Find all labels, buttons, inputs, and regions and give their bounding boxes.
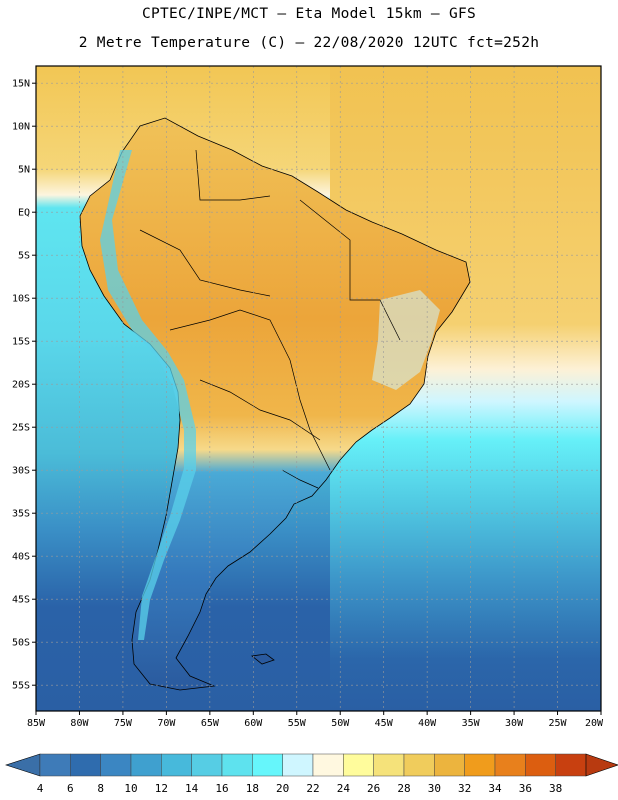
- colorbar-swatch: [161, 753, 192, 777]
- colorbar-label: 16: [215, 782, 228, 795]
- title-line-1: CPTEC/INPE/MCT – Eta Model 15km – GFS: [141, 6, 477, 22]
- lat-tick-label: 55S: [12, 681, 30, 692]
- lon-tick-label: 20W: [585, 718, 604, 729]
- lat-tick-label: 30S: [12, 466, 30, 477]
- colorbar-swatch: [130, 753, 162, 777]
- colorbar-swatch: [464, 753, 496, 777]
- colorbar-label: 14: [185, 782, 199, 795]
- lon-tick-label: 30W: [505, 718, 524, 729]
- colorbar-label: 30: [428, 782, 441, 795]
- lat-tick-label: 15N: [12, 79, 30, 90]
- temperature-map: 15N 10N 5N EQ 5S 10S 15S 20S 25S 30S 35S 40S 45S 50S 5…: [12, 65, 604, 729]
- colorbar-label: 36: [519, 782, 532, 795]
- lat-tick-label: 25S: [12, 423, 30, 434]
- colorbar-swatch: [555, 753, 587, 777]
- colorbar-label: 32: [458, 782, 471, 795]
- colorbar-label: 10: [124, 782, 137, 795]
- lat-tick-label: 10N: [12, 122, 30, 133]
- colorbar-label: 18: [246, 782, 259, 795]
- colorbar-label: 34: [488, 782, 502, 795]
- colorbar-label: 6: [67, 782, 74, 795]
- colorbar-swatch: [191, 753, 223, 777]
- lon-tick-label: 45W: [375, 718, 394, 729]
- lon-tick-label: 25W: [549, 718, 568, 729]
- colorbar-swatch: [221, 753, 253, 777]
- lat-tick-label: 5S: [18, 251, 30, 262]
- lon-tick-label: 65W: [201, 718, 220, 729]
- latitude-axis: 15N 10N 5N EQ 5S 10S 15S 20S 25S 30S 35S 40S 45S 50S 5…: [12, 79, 36, 692]
- lat-tick-label: 35S: [12, 509, 30, 520]
- longitude-axis: 85W 80W 75W 70W 65W 60W 55W 50W 45W 40W 35W 30W 25W 2…: [27, 711, 604, 729]
- brazil-highlands-cool: [372, 290, 440, 390]
- lat-tick-label: 40S: [12, 552, 30, 563]
- lat-tick-label: 50S: [12, 638, 30, 649]
- graticule: [35, 66, 602, 711]
- colorbar-swatch: [39, 753, 71, 777]
- south-america-land: [79, 117, 471, 691]
- colorbar-high-arrow: [585, 753, 618, 777]
- lat-tick-label: 15S: [12, 337, 30, 348]
- colorbar: 4 6 8 10 12 14 16 18 20 22 24 26 28 30 32 34 36 38: [5, 753, 618, 795]
- colorbar-swatch: [434, 753, 465, 777]
- country-borders: [139, 149, 401, 489]
- lon-tick-label: 35W: [462, 718, 481, 729]
- colorbar-label: 38: [549, 782, 562, 795]
- lon-tick-label: 85W: [27, 718, 46, 729]
- lon-tick-label: 80W: [70, 718, 89, 729]
- lon-tick-label: 70W: [157, 718, 176, 729]
- colorbar-swatch: [403, 753, 435, 777]
- colorbar-swatch: [282, 753, 314, 777]
- lon-tick-label: 40W: [418, 718, 437, 729]
- colorbar-label: 12: [155, 782, 168, 795]
- colorbar-label: 20: [276, 782, 289, 795]
- falkland-islands: [251, 653, 275, 665]
- colorbar-swatch: [252, 753, 283, 777]
- colorbar-label: 22: [306, 782, 319, 795]
- lat-tick-label: 5N: [18, 165, 30, 176]
- colorbar-swatch: [525, 753, 556, 777]
- colorbar-swatch: [343, 753, 374, 777]
- colorbar-label: 26: [367, 782, 380, 795]
- colorbar-swatch: [70, 753, 101, 777]
- colorbar-label: 24: [337, 782, 351, 795]
- colorbar-label: 8: [97, 782, 104, 795]
- lon-tick-label: 50W: [331, 718, 350, 729]
- lat-tick-label: 45S: [12, 595, 30, 606]
- colorbar-label: 28: [397, 782, 410, 795]
- colorbar-swatch: [100, 753, 132, 777]
- plot-frame: [35, 65, 602, 712]
- andes-cold-strip: [100, 150, 196, 640]
- lon-tick-label: 60W: [244, 718, 263, 729]
- lat-tick-label: EQ: [18, 208, 30, 219]
- lat-tick-label: 20S: [12, 380, 30, 391]
- colorbar-swatch: [373, 753, 405, 777]
- lat-tick-label: 10S: [12, 294, 30, 305]
- title-line-2: 2 Metre Temperature (C) – 22/08/2020 12U…: [78, 35, 540, 51]
- colorbar-low-arrow: [5, 753, 41, 777]
- lon-tick-label: 55W: [288, 718, 307, 729]
- colorbar-swatch: [494, 753, 526, 777]
- lon-tick-label: 75W: [114, 718, 133, 729]
- colorbar-swatch: [312, 753, 344, 777]
- colorbar-label: 4: [37, 782, 44, 795]
